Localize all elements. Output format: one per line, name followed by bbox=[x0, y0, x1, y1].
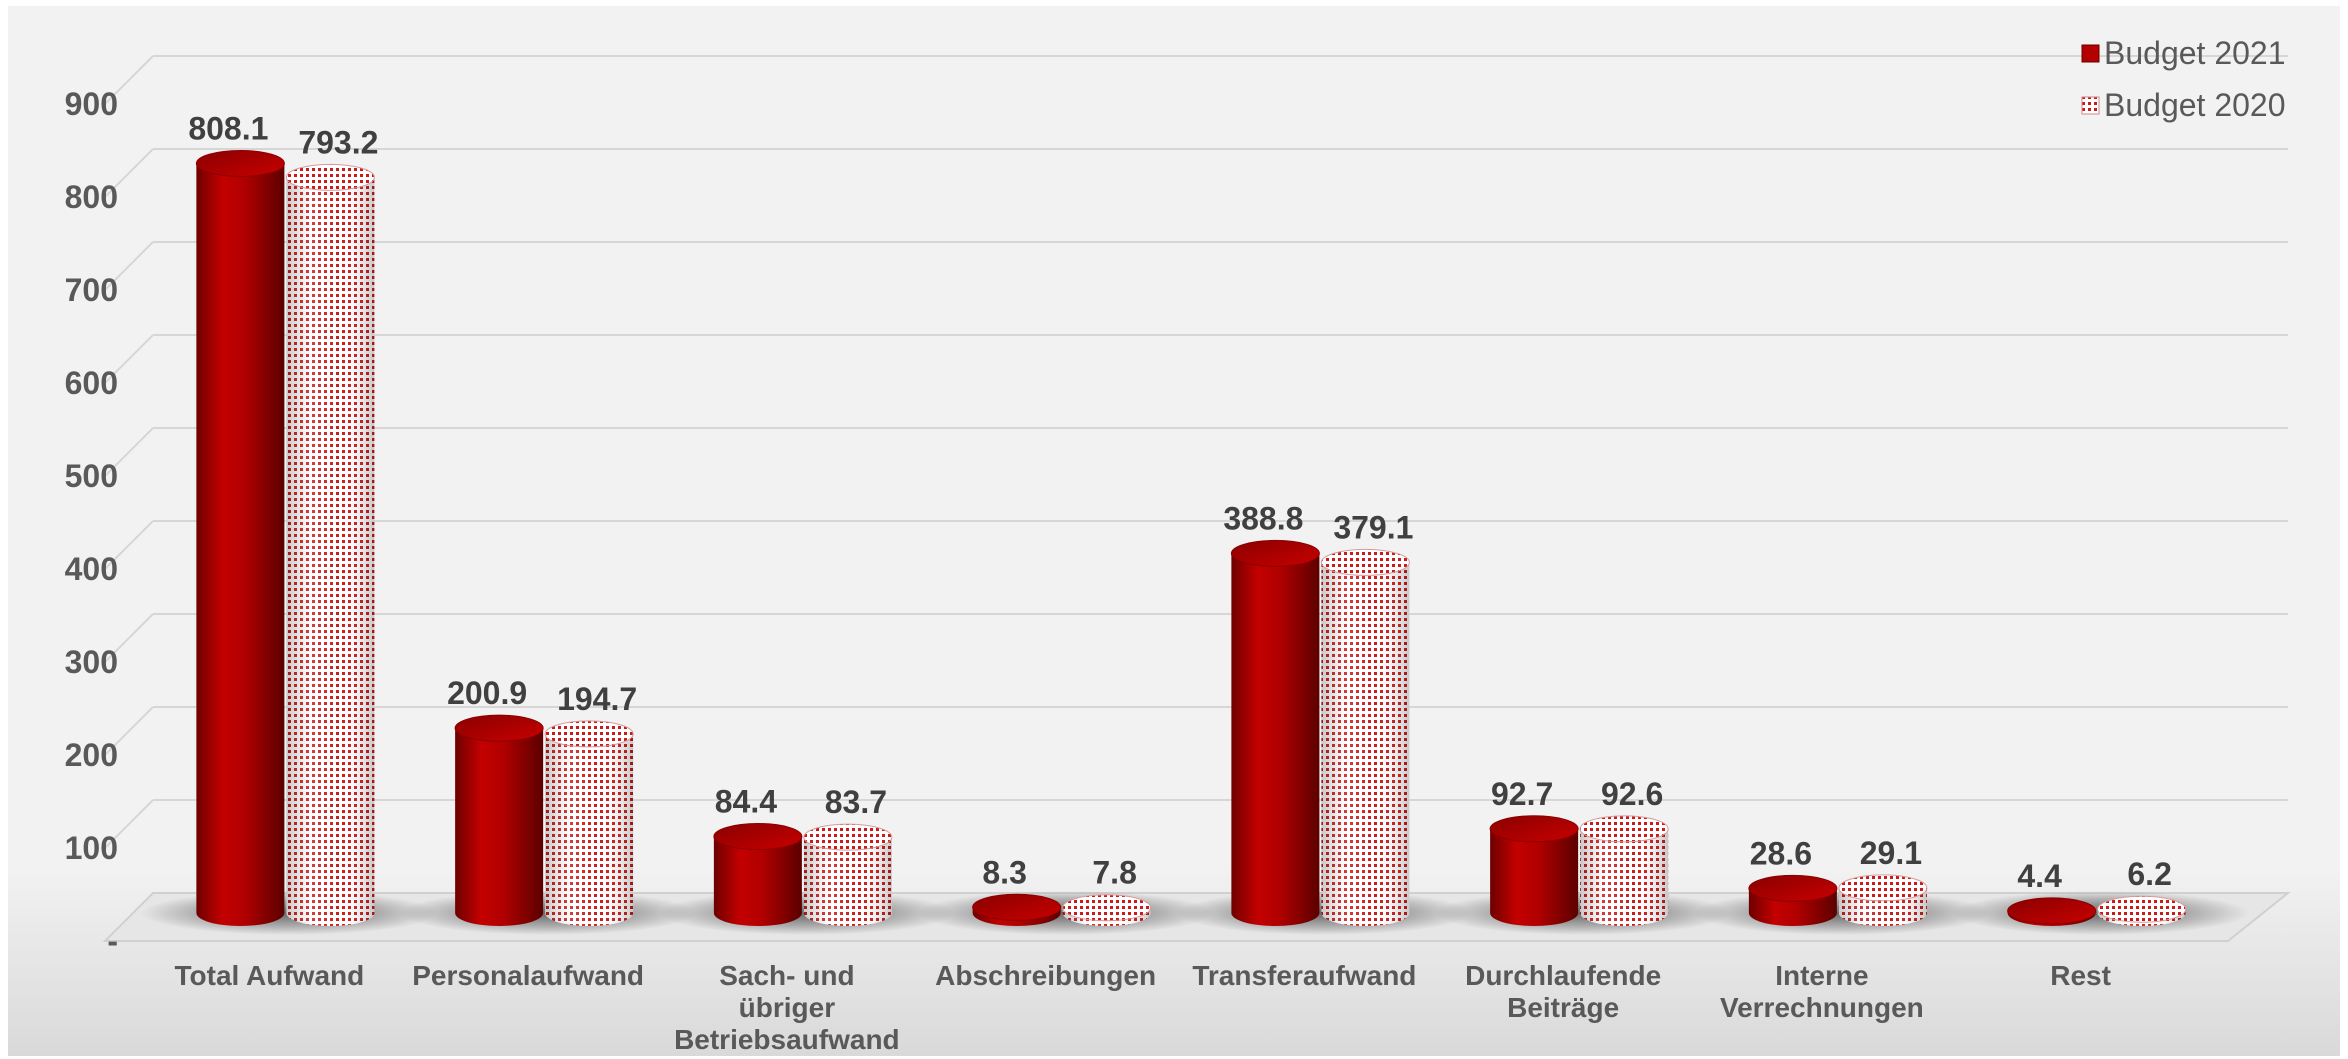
bar-top bbox=[2097, 895, 2187, 923]
y-tick-label: 500 bbox=[65, 458, 118, 494]
bar-top bbox=[285, 163, 375, 191]
data-label: 7.8 bbox=[1092, 855, 1136, 891]
x-tick-label: Interne bbox=[1775, 960, 1868, 991]
bar-top bbox=[1748, 874, 1838, 902]
bar-shading bbox=[803, 837, 892, 927]
legend-label: Budget 2020 bbox=[2104, 87, 2286, 123]
x-tick-label: übriger bbox=[739, 992, 836, 1023]
y-tick-label: - bbox=[107, 923, 118, 959]
x-tick-label: Personalaufwand bbox=[412, 960, 644, 991]
data-label: 92.7 bbox=[1491, 776, 1553, 812]
bar bbox=[713, 836, 802, 927]
x-tick-label: Transferaufwand bbox=[1192, 960, 1416, 991]
data-label: 200.9 bbox=[447, 675, 527, 711]
data-label: 28.6 bbox=[1750, 835, 1812, 871]
data-label: 8.3 bbox=[982, 854, 1026, 890]
x-tick-label: Rest bbox=[2050, 960, 2111, 991]
data-label: 6.2 bbox=[2127, 856, 2171, 892]
data-label: 92.6 bbox=[1601, 776, 1663, 812]
gridline-diagonal bbox=[104, 55, 154, 105]
bar-top bbox=[1230, 539, 1320, 567]
data-label: 83.7 bbox=[825, 784, 887, 820]
bar bbox=[1231, 553, 1320, 927]
x-tick-label: Durchlaufende bbox=[1465, 960, 1661, 991]
bar bbox=[1490, 828, 1579, 927]
bar-top bbox=[972, 893, 1062, 921]
bar-top bbox=[1838, 874, 1928, 902]
bar-shading bbox=[545, 733, 634, 927]
y-tick-label: 400 bbox=[65, 551, 118, 587]
y-tick-label: 200 bbox=[65, 737, 118, 773]
y-tick-label: 600 bbox=[65, 365, 118, 401]
x-tick-label: Abschreibungen bbox=[935, 960, 1156, 991]
gridline-diagonal bbox=[104, 520, 154, 570]
bar-top bbox=[195, 149, 285, 177]
y-tick-label: 900 bbox=[65, 86, 118, 122]
y-tick-label: 700 bbox=[65, 272, 118, 308]
bar-top bbox=[1489, 815, 1579, 843]
gridline-diagonal bbox=[104, 706, 154, 756]
gridline-diagonal bbox=[104, 613, 154, 663]
legend-label: Budget 2021 bbox=[2104, 35, 2286, 71]
y-tick-label: 100 bbox=[65, 830, 118, 866]
data-label: 84.4 bbox=[715, 784, 777, 820]
gridline-diagonal bbox=[104, 241, 154, 291]
bar bbox=[196, 163, 285, 927]
bar-top bbox=[454, 714, 544, 742]
bar bbox=[455, 728, 544, 927]
bar-top bbox=[803, 823, 893, 851]
gridline-diagonal bbox=[104, 799, 154, 849]
y-tick-label: 800 bbox=[65, 179, 118, 215]
x-tick-label: Beiträge bbox=[1507, 992, 1619, 1023]
data-label: 793.2 bbox=[298, 124, 378, 160]
data-label: 4.4 bbox=[2017, 858, 2062, 894]
data-label: 379.1 bbox=[1333, 509, 1413, 545]
legend-swatch bbox=[2081, 44, 2100, 63]
gridline-diagonal bbox=[104, 148, 154, 198]
bar-top bbox=[2007, 897, 2097, 925]
data-label: 29.1 bbox=[1860, 835, 1922, 871]
bar-top bbox=[1579, 815, 1669, 843]
x-tick-label: Sach- und bbox=[719, 960, 854, 991]
x-tick-label: Total Aufwand bbox=[174, 960, 364, 991]
legend-swatch bbox=[2081, 96, 2100, 115]
bar-shading bbox=[286, 177, 375, 927]
bar-top bbox=[1062, 894, 1152, 922]
bar-top bbox=[713, 823, 803, 851]
bar-shading bbox=[1580, 828, 1669, 927]
data-label: 194.7 bbox=[557, 681, 637, 717]
bar-shading bbox=[1321, 562, 1410, 927]
gridline-diagonal bbox=[104, 427, 154, 477]
data-label: 808.1 bbox=[188, 110, 268, 146]
bar-top bbox=[1320, 548, 1410, 576]
y-tick-label: 300 bbox=[65, 644, 118, 680]
x-tick-label: Verrechnungen bbox=[1720, 992, 1924, 1023]
plot-background bbox=[8, 6, 2340, 1056]
x-tick-label: Betriebsaufwand bbox=[674, 1024, 900, 1055]
gridline-diagonal bbox=[104, 334, 154, 384]
data-label: 388.8 bbox=[1223, 500, 1303, 536]
bar-top bbox=[544, 720, 634, 748]
